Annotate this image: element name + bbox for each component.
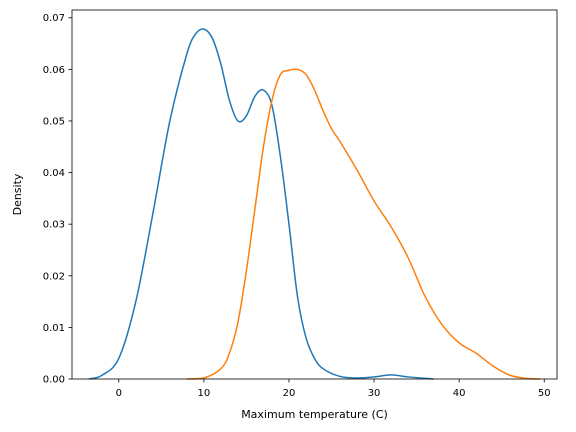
- y-axis-label: Density: [11, 173, 24, 215]
- y-tick-label: 0.05: [43, 116, 65, 127]
- y-tick-label: 0.06: [43, 65, 65, 76]
- x-tick-label: 20: [283, 388, 296, 399]
- y-axis-ticks: 0.00 0.01 0.02 0.03 0.04 0.05 0.06 0.07: [43, 13, 72, 385]
- x-tick-label: 50: [538, 388, 551, 399]
- y-tick-label: 0.02: [43, 271, 65, 282]
- x-tick-label: 0: [116, 388, 122, 399]
- x-axis-label: Maximum temperature (C): [241, 408, 388, 421]
- y-tick-label: 0.04: [43, 168, 65, 179]
- x-tick-label: 30: [368, 388, 381, 399]
- y-tick-label: 0.07: [43, 13, 65, 24]
- plot-background: [72, 10, 557, 379]
- x-axis-ticks: 0 10 20 30 40 50: [116, 379, 551, 399]
- x-tick-label: 10: [198, 388, 211, 399]
- y-tick-label: 0.01: [43, 323, 65, 334]
- y-tick-label: 0.03: [43, 220, 65, 231]
- x-tick-label: 40: [453, 388, 466, 399]
- y-tick-label: 0.00: [43, 375, 65, 386]
